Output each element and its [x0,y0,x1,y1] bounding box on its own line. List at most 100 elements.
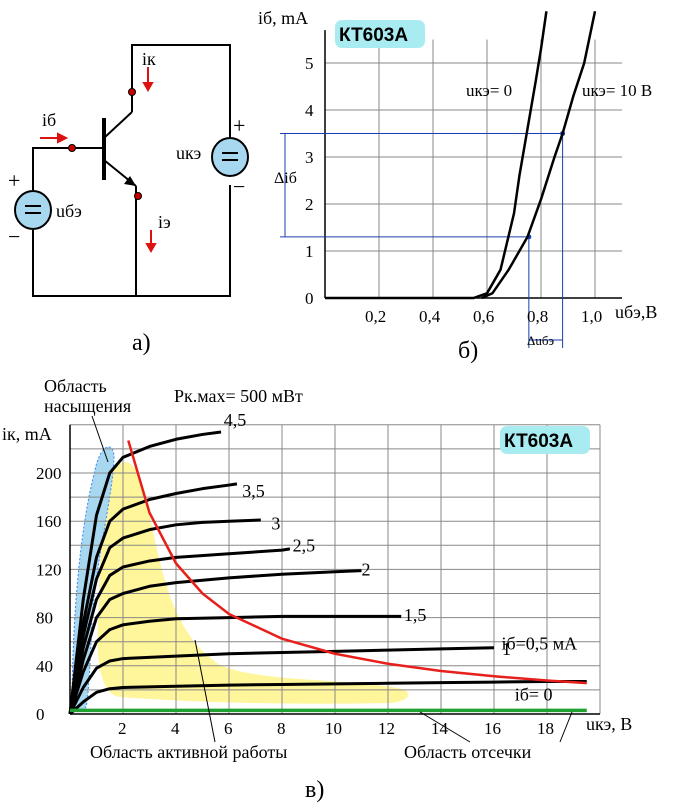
output-chart-badge [500,426,590,454]
minus-sign-1: − [8,224,20,249]
output-x-tick-label: 14 [431,719,449,738]
ik-label: iк [142,49,156,69]
output-curve-ib [68,430,222,715]
collector-terminal [128,88,136,96]
output-curve-label: 1 [502,639,511,659]
caption-b: б) [458,338,478,364]
ib-arrowhead-icon [57,132,69,144]
active-region-area [97,462,409,704]
output-chart-ylabel: iк, mA [2,424,52,444]
output-chart-ticks: 0 40 80 120 160 200 2 4 6 8 10 12 14 16 18 4,5 3,5 3 2,5 2 1… [36,410,577,738]
caption-a: а) [132,330,151,356]
plus-sign-2: + [233,113,245,138]
pmax-hyperbola [127,440,587,685]
output-chart-xlabel: uкэ, В [586,714,632,734]
curve-label-uce0: uкэ= 0 [466,81,512,100]
saturation-label-line1: Область [44,376,107,396]
input-x-tick-label: 0,4 [419,307,441,326]
delta-ib-label: Δiб [274,170,297,187]
output-x-tick-label: 6 [224,719,233,738]
input-x-tick-label: 0,2 [365,307,386,326]
output-y-tick-label: 40 [36,657,53,676]
output-x-tick-label: 18 [537,719,554,738]
ie-label: iэ [158,212,171,232]
output-curve-ib [68,614,402,715]
source-uce-icon [211,137,249,177]
input-x-tick-label: 0,6 [473,307,494,326]
output-curve-ib [68,482,238,715]
input-y-tick-label: 2 [305,195,314,214]
input-curve-uce0 [325,11,548,300]
collector-wire [131,44,231,148]
output-y-tick-label: 120 [36,560,62,579]
transistor-collector-leg [103,111,133,139]
output-curve-label: iб=0,5 мА [501,633,577,653]
output-y-tick-label: 0 [36,705,45,724]
minus-sign-2: − [233,174,245,199]
input-y-tick-label: 1 [305,242,314,261]
output-curve-ib [68,569,362,715]
output-curve-ib [68,679,587,716]
output-curve-label: 2,5 [293,535,316,555]
output-x-tick-label: 2 [118,719,127,738]
output-curve-label: iб= 0 [515,685,553,705]
input-y-tick-label: 4 [305,101,314,120]
output-curve-label: 1,5 [404,605,427,625]
input-y-tick-label: 5 [305,54,314,73]
output-chart-badge-text: КТ603А [504,431,573,452]
output-curve-ib [68,547,291,715]
input-characteristic-chart: 0 1 2 3 4 5 0,2 0,4 0,6 0,8 1,0 [280,11,622,348]
base-wire [32,147,104,190]
input-x-tick-label: 1,0 [581,307,602,326]
output-curve-label: 4,5 [224,410,247,430]
saturation-pointer [91,415,109,463]
delta-ube-label: Δuбэ [527,333,554,348]
output-x-tick-label: 4 [171,719,180,738]
output-x-tick-label: 16 [484,719,501,738]
source-uce [211,137,249,177]
output-curve-label: 2 [362,559,371,579]
input-chart-ticks: 0 1 2 3 4 5 0,2 0,4 0,6 0,8 1,0 [305,54,602,326]
emitter-return-wire [136,185,231,297]
input-chart-badge [335,20,425,48]
curve-label-uce10: uкэ= 10 В [582,81,652,100]
saturation-label-line2: насыщения [44,396,131,416]
input-y-tick-label: 0 [305,289,314,308]
plus-sign-1: + [8,168,20,193]
active-region-pointer [194,639,216,743]
source-ube-icon [14,190,52,230]
output-x-tick-label: 10 [325,719,342,738]
emitter-arrow-icon [124,176,136,186]
output-y-tick-label: 160 [36,512,62,531]
ie-arrowhead-icon [145,243,157,254]
input-chart-ylabel: iб, mA [258,8,308,28]
ib-label: iб [42,110,56,130]
cutoff-region-label: Область отсечки [404,742,532,762]
transistor-circuit [32,44,231,297]
input-chart-badge-text: КТ603А [339,25,408,46]
ik-arrowhead-icon [142,82,154,93]
output-y-tick-label: 80 [36,609,53,628]
active-region-label: Область активной работы [90,742,287,762]
cutoff-pointer-2 [559,711,573,743]
input-chart-xlabel: uбэ,В [615,302,657,322]
uce-label: uкэ [176,143,202,163]
output-y-tick-label: 200 [36,464,62,483]
base-return-wire [32,200,137,297]
input-y-tick-label: 3 [305,148,314,167]
base-terminal [68,144,76,152]
input-x-tick-label: 0,8 [527,307,548,326]
output-curve-ib [68,646,495,715]
output-x-tick-label: 12 [378,719,395,738]
input-curve-uce10 [481,11,597,300]
output-curve-label: 3,5 [242,481,265,501]
pmax-label: Pк.мах= 500 мВт [174,386,303,406]
output-x-tick-label: 8 [277,719,286,738]
caption-c: в) [305,777,324,803]
cutoff-pointer-1 [419,711,471,743]
input-chart-grid [324,30,622,299]
output-chart-curves [68,430,587,716]
output-curve-label: 3 [271,514,280,534]
output-curve-ib [68,518,261,715]
